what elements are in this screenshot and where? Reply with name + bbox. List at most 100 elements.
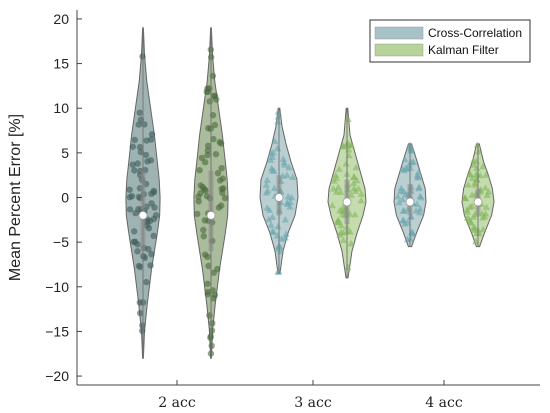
data-point	[274, 222, 282, 230]
data-point	[195, 198, 202, 205]
data-point	[263, 176, 271, 183]
y-tick-label: −20	[45, 368, 69, 384]
data-point	[339, 142, 347, 149]
data-point	[279, 155, 287, 162]
data-point	[204, 288, 212, 296]
data-point	[137, 148, 144, 156]
data-point	[354, 185, 362, 192]
data-point	[265, 215, 273, 223]
median-marker	[342, 197, 352, 207]
data-point	[471, 181, 479, 188]
data-point	[479, 225, 487, 233]
data-point	[221, 194, 229, 202]
data-point	[416, 208, 424, 216]
data-point	[401, 155, 409, 163]
data-point	[200, 233, 207, 240]
data-point	[143, 137, 150, 144]
data-point	[205, 262, 212, 270]
data-point	[269, 148, 277, 156]
data-point	[148, 131, 156, 138]
data-point	[267, 156, 275, 163]
data-point	[461, 194, 469, 202]
data-point	[262, 181, 270, 188]
data-point	[131, 136, 138, 144]
data-point	[281, 234, 289, 241]
y-axis-label: Mean Percent Error [%]	[7, 114, 24, 281]
data-point	[139, 327, 146, 334]
data-point	[463, 206, 471, 213]
data-point	[482, 209, 490, 217]
data-point	[126, 194, 134, 201]
data-point	[268, 213, 277, 220]
data-point	[198, 154, 206, 162]
data-point	[142, 151, 150, 159]
data-point	[481, 184, 489, 191]
data-point	[136, 143, 144, 151]
x-tick-label: 2 acc	[158, 395, 196, 411]
data-point	[214, 265, 221, 273]
data-point	[479, 162, 487, 170]
data-point	[129, 143, 136, 150]
data-point	[206, 312, 213, 319]
data-point	[210, 135, 217, 143]
data-point	[205, 125, 212, 132]
data-point	[215, 204, 223, 211]
data-point	[263, 204, 271, 211]
data-point	[211, 121, 219, 129]
data-point	[399, 187, 408, 195]
data-point	[470, 223, 478, 231]
data-point	[134, 248, 141, 255]
data-point	[204, 280, 211, 287]
data-point	[131, 228, 138, 235]
data-point	[271, 137, 279, 145]
data-point	[137, 309, 144, 317]
y-tick-label: −5	[53, 234, 69, 250]
data-point	[204, 88, 212, 96]
data-point	[336, 206, 344, 214]
data-point	[409, 158, 418, 165]
data-point	[401, 220, 409, 227]
data-point	[407, 144, 415, 152]
data-point	[204, 142, 212, 149]
data-point	[328, 201, 336, 209]
data-point	[403, 235, 412, 243]
data-point	[283, 171, 291, 178]
data-point	[339, 236, 347, 243]
data-point	[357, 196, 365, 204]
legend: Cross-Correlation Kalman Filter	[369, 19, 531, 63]
plot-area	[125, 27, 495, 359]
data-point	[200, 226, 207, 234]
data-point	[412, 207, 420, 214]
data-point	[196, 167, 203, 174]
data-point	[210, 295, 217, 302]
data-point	[145, 225, 153, 232]
data-point	[219, 175, 226, 182]
y-tick-label: 10	[53, 100, 69, 116]
data-point	[204, 151, 211, 159]
data-point	[152, 212, 160, 219]
data-point	[141, 121, 148, 128]
axes: −20 −15 −10 −5 0 5 10 15 20 2 acc 3 acc 4 acc Mean P…	[7, 10, 540, 411]
data-point	[281, 216, 289, 223]
data-point	[482, 171, 490, 178]
data-point	[143, 278, 150, 286]
data-point	[468, 191, 476, 198]
legend-label: Kalman Filter	[428, 43, 499, 57]
data-point	[473, 141, 481, 148]
data-point	[135, 121, 142, 128]
data-point	[346, 228, 354, 235]
data-point	[469, 213, 478, 220]
data-point	[270, 228, 278, 235]
data-point	[283, 199, 291, 206]
data-point	[352, 163, 360, 171]
data-point	[137, 263, 144, 271]
data-point	[132, 238, 139, 245]
data-point	[274, 267, 282, 274]
data-point	[281, 161, 289, 168]
data-point	[347, 141, 355, 148]
y-tick-label: 15	[53, 56, 69, 72]
median-marker	[138, 210, 148, 220]
data-point	[399, 195, 407, 203]
legend-label: Cross-Correlation	[428, 26, 522, 40]
